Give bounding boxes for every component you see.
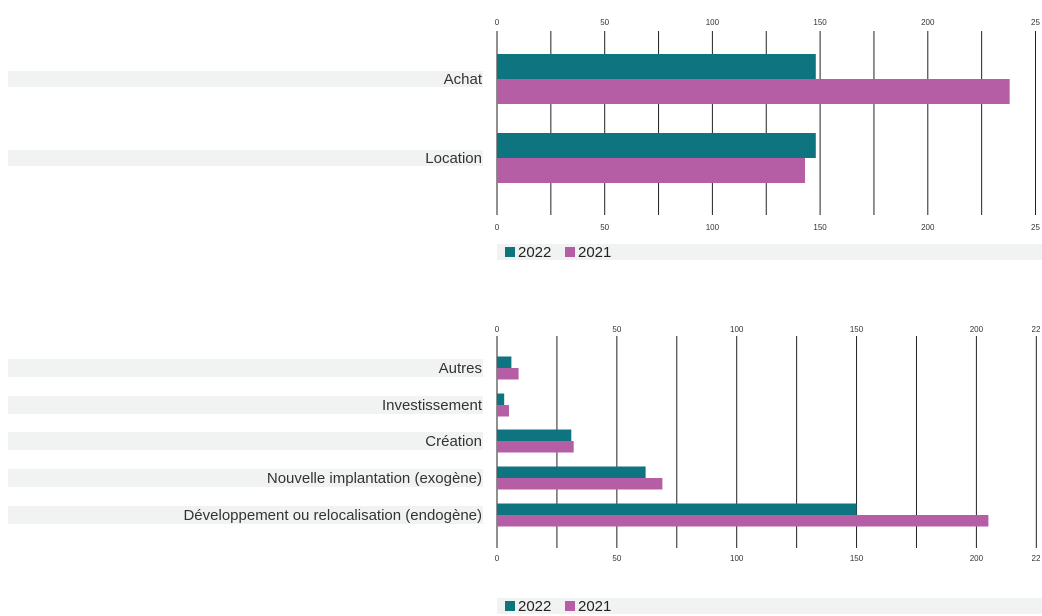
chart-2-legend-label: 2021 [578,598,611,615]
chart-2-tick-top: 0 [495,325,500,334]
chart-1-category-label-bg [8,150,483,166]
chart-2-category-label-bg [8,359,483,377]
chart-1-tick-top: 100 [706,18,720,27]
chart-1-tick-top: 25 [1031,18,1040,27]
chart-1-legend-swatch-2022 [505,247,515,257]
chart-1-tick-bottom: 150 [813,223,827,232]
chart-2-bar-2022 [497,356,512,368]
chart-2-tick-top: 22 [1032,325,1041,334]
chart-2-bar-2021 [497,368,519,380]
chart-2-legend-bg [497,598,1042,614]
chart-2-tick-bottom: 150 [850,554,864,563]
chart-1-tick-bottom: 200 [921,223,935,232]
chart-2-legend-label: 2022 [518,598,551,615]
chart-2-bar-2022 [497,429,572,441]
chart-2-bar-2021 [497,405,509,417]
chart-2-bar-2022 [497,466,646,478]
chart-1-tick-bottom: 50 [600,223,609,232]
chart-2-category-label-bg [8,469,483,487]
chart-2-category-label: Développement ou relocalisation (endogèn… [183,507,482,524]
chart-2-bar-2021 [497,478,663,490]
chart-1-tick-top: 0 [495,18,500,27]
chart-2-category-label: Création [425,433,482,450]
chart-2-legend-swatch-2022 [505,601,515,611]
chart-2-category-label-bg [8,396,483,414]
chart-1-bar-2021 [497,158,806,183]
chart-1-legend-bg [497,244,1042,260]
chart-2-tick-bottom: 0 [495,554,500,563]
chart-2-legend-swatch-2021 [565,601,575,611]
chart-2-tick-bottom: 100 [730,554,744,563]
chart-2-category-label: Autres [439,360,482,377]
chart-2-tick-top: 100 [730,325,744,334]
chart-1-legend-swatch-2021 [565,247,575,257]
chart-1-tick-bottom: 0 [495,223,500,232]
chart-2-category-label-bg [8,506,483,524]
chart-2-category-label: Investissement [382,397,483,414]
chart-2-tick-bottom: 22 [1032,554,1041,563]
chart-1-category-label: Achat [444,71,483,88]
chart-2-tick-bottom: 50 [612,554,621,563]
chart-1-bar-2021 [497,79,1010,104]
chart-2-bar-2022 [497,503,857,515]
chart-1-tick-bottom: 100 [706,223,720,232]
chart-2-bar-2021 [497,515,989,527]
chart-2-tick-top: 50 [612,325,621,334]
chart-1-bar-2022 [497,133,816,158]
chart-2-tick-top: 150 [850,325,864,334]
chart-1-tick-top: 50 [600,18,609,27]
chart-1-tick-bottom: 25 [1031,223,1040,232]
chart-1-tick-top: 150 [813,18,827,27]
chart-1-category-label-bg [8,71,483,87]
chart-2-tick-bottom: 200 [970,554,984,563]
chart-2-tick-top: 200 [970,325,984,334]
chart-2-bar-2022 [497,393,505,405]
chart-2-category-label: Nouvelle implantation (exogène) [267,470,482,487]
chart-1-bar-2022 [497,54,816,79]
chart-1-legend-label: 2021 [578,244,611,261]
chart-2-category-label-bg [8,432,483,450]
chart-1-tick-top: 200 [921,18,935,27]
chart-1-category-label: Location [425,150,482,167]
chart-1-legend-label: 2022 [518,244,551,261]
chart-2-bar-2021 [497,441,574,453]
